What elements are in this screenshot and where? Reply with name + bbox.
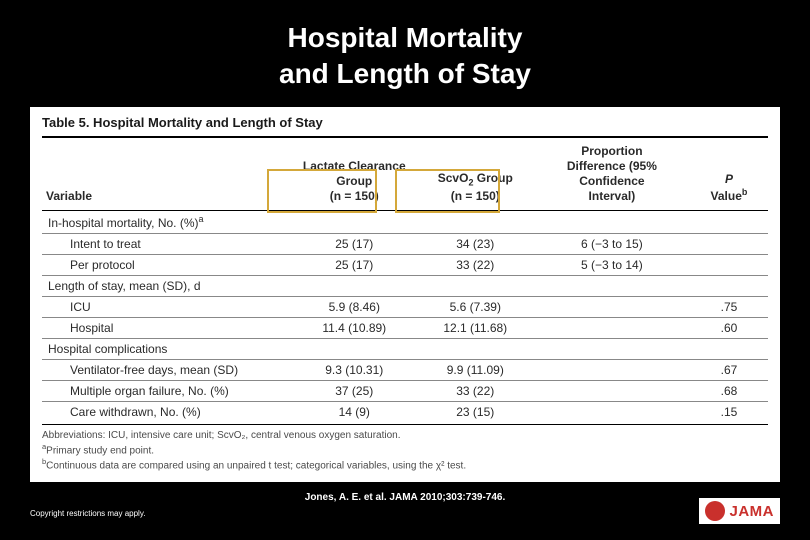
col-lactate: Lactate Clearance Group (n = 150) xyxy=(292,138,417,211)
cell-c4: .75 xyxy=(690,296,768,317)
title-line-2: and Length of Stay xyxy=(279,58,531,89)
cell-c4 xyxy=(690,210,768,233)
cell-c1 xyxy=(292,338,417,359)
table-row: Multiple organ failure, No. (%)37 (25)33… xyxy=(42,380,768,401)
cell-c3 xyxy=(534,296,690,317)
cell-c4: .67 xyxy=(690,359,768,380)
table-row: Ventilator-free days, mean (SD)9.3 (10.3… xyxy=(42,359,768,380)
citation: Jones, A. E. et al. JAMA 2010;303:739-74… xyxy=(0,492,810,503)
title-line-1: Hospital Mortality xyxy=(288,22,523,53)
footnote-b: bContinuous data are compared using an u… xyxy=(42,457,768,472)
row-label: Care withdrawn, No. (%) xyxy=(42,401,292,422)
row-label: Hospital xyxy=(42,317,292,338)
cell-c3 xyxy=(534,317,690,338)
cell-c4: .68 xyxy=(690,380,768,401)
table-row: Care withdrawn, No. (%)14 (9)23 (15) .15 xyxy=(42,401,768,422)
cell-c2: 33 (22) xyxy=(417,254,534,275)
cell-c4 xyxy=(690,254,768,275)
cell-c2: 5.6 (7.39) xyxy=(417,296,534,317)
cell-c1: 25 (17) xyxy=(292,254,417,275)
row-label: Per protocol xyxy=(42,254,292,275)
col-diff: Proportion Difference (95% Confidence In… xyxy=(534,138,690,211)
cell-c4 xyxy=(690,275,768,296)
cell-c3 xyxy=(534,338,690,359)
cell-c2 xyxy=(417,275,534,296)
table-row: Per protocol25 (17)33 (22)5 (−3 to 14) xyxy=(42,254,768,275)
table-row: In-hospital mortality, No. (%)a xyxy=(42,210,768,233)
slide-title: Hospital Mortality and Length of Stay xyxy=(0,0,810,93)
table-caption: Table 5. Hospital Mortality and Length o… xyxy=(42,115,768,138)
jama-seal-icon xyxy=(705,501,725,521)
cell-c3 xyxy=(534,359,690,380)
cell-c1: 5.9 (8.46) xyxy=(292,296,417,317)
cell-c3: 5 (−3 to 14) xyxy=(534,254,690,275)
row-label: Hospital complications xyxy=(42,338,292,359)
row-label: In-hospital mortality, No. (%)a xyxy=(42,210,292,233)
cell-c2: 34 (23) xyxy=(417,233,534,254)
table-container: Table 5. Hospital Mortality and Length o… xyxy=(30,107,780,483)
table-row: Length of stay, mean (SD), d xyxy=(42,275,768,296)
cell-c3 xyxy=(534,275,690,296)
footnote-a: aPrimary study end point. xyxy=(42,442,768,457)
table-row: ICU5.9 (8.46)5.6 (7.39) .75 xyxy=(42,296,768,317)
row-label: Length of stay, mean (SD), d xyxy=(42,275,292,296)
cell-c3: 6 (−3 to 15) xyxy=(534,233,690,254)
cell-c2: 9.9 (11.09) xyxy=(417,359,534,380)
cell-c2: 33 (22) xyxy=(417,380,534,401)
footnote-abbrev: Abbreviations: ICU, intensive care unit;… xyxy=(42,429,768,442)
cell-c1: 25 (17) xyxy=(292,233,417,254)
cell-c1: 9.3 (10.31) xyxy=(292,359,417,380)
cell-c3 xyxy=(534,401,690,422)
row-label: Multiple organ failure, No. (%) xyxy=(42,380,292,401)
table-row: Intent to treat25 (17)34 (23)6 (−3 to 15… xyxy=(42,233,768,254)
row-label: Intent to treat xyxy=(42,233,292,254)
cell-c4: .60 xyxy=(690,317,768,338)
table-footnotes: Abbreviations: ICU, intensive care unit;… xyxy=(42,424,768,473)
row-label: ICU xyxy=(42,296,292,317)
cell-c3 xyxy=(534,210,690,233)
cell-c1 xyxy=(292,210,417,233)
col-scvo2: ScvO2 Group (n = 150) xyxy=(417,138,534,211)
jama-logo: JAMA xyxy=(699,498,780,524)
cell-c2 xyxy=(417,210,534,233)
col-pvalue: P Valueb xyxy=(690,138,768,211)
cell-c1: 37 (25) xyxy=(292,380,417,401)
col-variable: Variable xyxy=(42,138,292,211)
jama-logo-text: JAMA xyxy=(729,503,774,520)
cell-c4: .15 xyxy=(690,401,768,422)
cell-c4 xyxy=(690,338,768,359)
copyright-notice: Copyright restrictions may apply. xyxy=(30,509,145,518)
table-row: Hospital complications xyxy=(42,338,768,359)
row-label: Ventilator-free days, mean (SD) xyxy=(42,359,292,380)
cell-c2: 23 (15) xyxy=(417,401,534,422)
cell-c1: 14 (9) xyxy=(292,401,417,422)
table-body: In-hospital mortality, No. (%)aIntent to… xyxy=(42,210,768,422)
table-row: Hospital11.4 (10.89)12.1 (11.68) .60 xyxy=(42,317,768,338)
cell-c4 xyxy=(690,233,768,254)
cell-c3 xyxy=(534,380,690,401)
cell-c1 xyxy=(292,275,417,296)
cell-c2: 12.1 (11.68) xyxy=(417,317,534,338)
cell-c1: 11.4 (10.89) xyxy=(292,317,417,338)
cell-c2 xyxy=(417,338,534,359)
mortality-table: Variable Lactate Clearance Group (n = 15… xyxy=(42,138,768,422)
